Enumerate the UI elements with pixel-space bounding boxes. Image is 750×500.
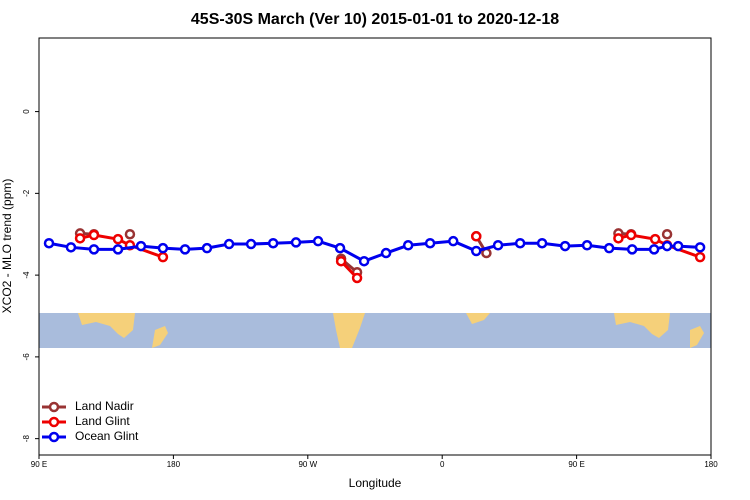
y-tick-label: -6 bbox=[22, 353, 31, 361]
point bbox=[201, 242, 213, 254]
point bbox=[492, 240, 504, 251]
point bbox=[694, 251, 706, 263]
point bbox=[267, 237, 279, 249]
point bbox=[135, 240, 147, 252]
point bbox=[694, 242, 706, 253]
y-tick-label: -4 bbox=[22, 271, 31, 279]
x-tick-label: 90 E bbox=[568, 460, 584, 469]
point bbox=[470, 231, 482, 242]
point bbox=[424, 237, 436, 249]
point bbox=[112, 233, 124, 245]
point bbox=[290, 237, 302, 248]
legend-label: Ocean Glint bbox=[75, 429, 139, 443]
point bbox=[402, 240, 414, 251]
chart-title: 45S-30S March (Ver 10) 2015-01-01 to 202… bbox=[191, 11, 559, 28]
point bbox=[65, 242, 77, 253]
point bbox=[470, 245, 482, 257]
point bbox=[157, 242, 169, 254]
x-tick-label: 180 bbox=[704, 460, 718, 469]
plot-frame bbox=[38, 37, 712, 456]
point bbox=[661, 228, 673, 240]
series-line bbox=[80, 233, 667, 272]
point bbox=[603, 242, 615, 254]
legend-marker bbox=[48, 431, 60, 443]
series-line bbox=[79, 233, 701, 280]
point bbox=[661, 240, 673, 252]
y-tick-label: -8 bbox=[22, 435, 31, 443]
point bbox=[626, 244, 638, 255]
y-tick-label: -2 bbox=[22, 189, 31, 197]
point bbox=[625, 229, 637, 241]
point bbox=[581, 240, 593, 251]
point bbox=[312, 235, 324, 247]
y-tick-label: 0 bbox=[22, 109, 31, 114]
point bbox=[88, 229, 100, 241]
point bbox=[157, 251, 169, 263]
point bbox=[380, 247, 392, 259]
point bbox=[351, 272, 363, 284]
point bbox=[536, 237, 548, 249]
point bbox=[358, 255, 370, 267]
point bbox=[649, 233, 661, 245]
point bbox=[43, 237, 55, 249]
x-tick-label: 0 bbox=[440, 460, 445, 469]
point bbox=[514, 237, 526, 249]
point bbox=[334, 242, 346, 254]
legend-marker bbox=[48, 401, 60, 413]
x-axis-label: Longitude bbox=[349, 476, 402, 490]
point bbox=[648, 244, 660, 255]
point bbox=[672, 240, 684, 252]
point bbox=[223, 238, 235, 250]
point bbox=[179, 244, 191, 255]
point bbox=[74, 233, 86, 244]
x-tick-label: 90 W bbox=[298, 460, 317, 469]
point bbox=[448, 235, 459, 247]
x-tick-label: 90 E bbox=[31, 460, 47, 469]
legend-label: Land Nadir bbox=[75, 399, 134, 413]
point bbox=[335, 255, 347, 267]
point bbox=[613, 233, 624, 244]
point bbox=[124, 228, 136, 240]
point bbox=[112, 244, 124, 255]
point bbox=[559, 240, 571, 252]
x-tick-label: 180 bbox=[167, 460, 181, 469]
legend-label: Land Glint bbox=[75, 414, 130, 428]
y-axis-label: XCO2 - MLO trend (ppm) bbox=[0, 179, 14, 314]
point bbox=[88, 244, 100, 255]
map-strip bbox=[39, 313, 711, 348]
legend-marker bbox=[48, 416, 60, 428]
point bbox=[245, 238, 257, 250]
